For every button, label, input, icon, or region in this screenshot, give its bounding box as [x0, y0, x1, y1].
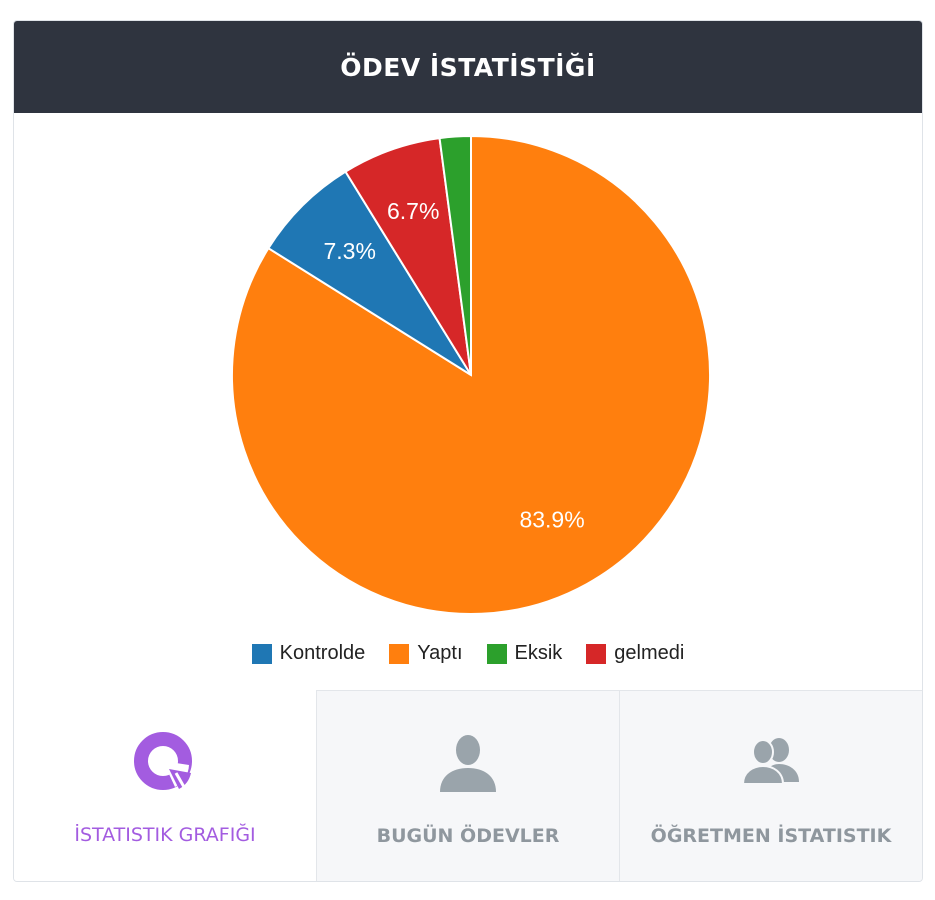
tab-today-homework[interactable]: BUGÜN ÖDEVLER: [316, 690, 619, 881]
pie-slice-eksik[interactable]: [438, 134, 472, 376]
legend-label-yapti: Yaptı: [417, 642, 463, 664]
tab-label-today-homework: BUGÜN ÖDEVLER: [376, 825, 560, 847]
legend-swatch-eksik: [486, 643, 507, 664]
pie-slice-kontrolde[interactable]: [267, 170, 472, 376]
pie-label-kontrolde: 7.3%: [323, 238, 375, 264]
tab-label-teacher-statistics: ÖĞRETMEN İSTATISTIK: [650, 825, 892, 847]
legend-item-eksik[interactable]: Eksik: [486, 642, 563, 665]
legend-item-yapti[interactable]: Yaptı: [389, 642, 463, 665]
legend-swatch-kontrolde: [251, 643, 272, 664]
panel-header: ÖDEV İSTATİSTİĞİ: [14, 21, 922, 113]
chart-legend: Kontrolde Yaptı Eksik gelmedi: [14, 642, 922, 665]
tab-statistics-chart[interactable]: İSTATISTIK GRAFIĞI: [14, 690, 316, 881]
bottom-tabs: İSTATISTIK GRAFIĞI BUGÜN ÖDEVLER ÖĞRET: [14, 690, 922, 881]
pie-chart: 83.9% 7.3% 6.7%: [231, 134, 711, 615]
chart-area: 83.9% 7.3% 6.7% Kontrolde Yaptı Eksik gelm…: [14, 113, 922, 690]
users-icon: [736, 727, 806, 797]
legend-swatch-gelmedi: [586, 643, 607, 664]
pie-chart-icon: [130, 726, 200, 796]
panel-title: ÖDEV İSTATİSTİĞİ: [340, 52, 596, 82]
tab-teacher-statistics[interactable]: ÖĞRETMEN İSTATISTIK: [619, 690, 922, 881]
tab-label-statistics-chart: İSTATISTIK GRAFIĞI: [74, 824, 256, 846]
legend-item-kontrolde[interactable]: Kontrolde: [251, 642, 366, 665]
pie-label-gelmedi: 6.7%: [387, 198, 439, 224]
legend-item-gelmedi[interactable]: gelmedi: [586, 642, 684, 665]
pie-label-yapt-: 83.9%: [519, 506, 584, 532]
legend-swatch-yapti: [389, 643, 410, 664]
legend-label-eksik: Eksik: [514, 642, 563, 664]
legend-label-gelmedi: gelmedi: [614, 642, 685, 664]
legend-label-kontrolde: Kontrolde: [279, 642, 366, 664]
user-icon: [433, 727, 503, 797]
statistics-panel: ÖDEV İSTATİSTİĞİ 83.9% 7.3% 6.7% Kontrolde…: [13, 20, 923, 882]
